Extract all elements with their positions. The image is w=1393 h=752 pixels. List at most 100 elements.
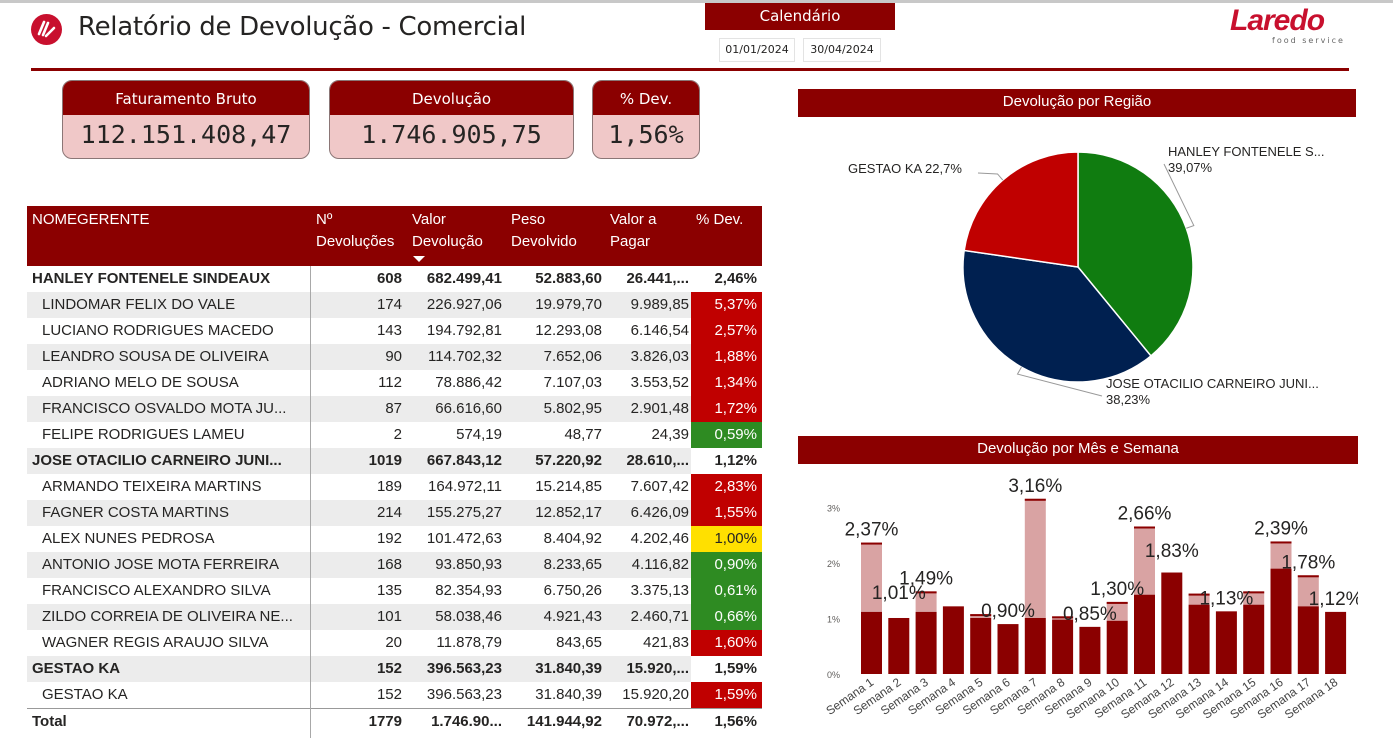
bar-chart-title: Devolução por Mês e Semana bbox=[798, 436, 1358, 464]
bar-segment-lower[interactable] bbox=[1188, 604, 1210, 674]
column-header-devolucoes[interactable]: Nº Devoluções bbox=[316, 206, 394, 253]
bar-segment-upper[interactable] bbox=[1106, 601, 1128, 621]
table-group-row[interactable]: GESTAO KA 152 396.563,23 31.840,39 15.920,..… bbox=[27, 656, 762, 682]
cell-valor-pagar: 15.920,... bbox=[626, 660, 689, 677]
date-start-input[interactable]: 01/01/2024 bbox=[719, 38, 795, 62]
table-row[interactable]: ZILDO CORREIA DE OLIVEIRA NE... 101 58.038… bbox=[27, 604, 762, 630]
page-title: Relatório de Devolução - Comercial bbox=[78, 12, 527, 42]
bar-segment-lower[interactable] bbox=[1106, 620, 1128, 674]
cell-valor-pagar: 24,39 bbox=[651, 426, 689, 443]
table-row[interactable]: FRANCISCO ALEXANDRO SILVA 135 82.354,93 6.7… bbox=[27, 578, 762, 604]
cell-pct-dev: 5,37% bbox=[691, 292, 762, 318]
cell-valor-pagar: 3.826,03 bbox=[630, 348, 689, 365]
cell-valor-devolucao: 93.850,93 bbox=[435, 556, 502, 573]
table-row[interactable]: GESTAO KA 152 396.563,23 31.840,39 15.920,20… bbox=[27, 682, 762, 708]
bar-data-label: 0,85% bbox=[1063, 604, 1117, 625]
date-end-input[interactable]: 30/04/2024 bbox=[803, 38, 881, 62]
bar-top-edge bbox=[1188, 593, 1210, 596]
bar-segment-lower[interactable] bbox=[1024, 617, 1046, 674]
bar-segment-lower[interactable] bbox=[1161, 572, 1183, 674]
y-tick-label: 3% bbox=[827, 504, 840, 514]
table-row[interactable]: FRANCISCO OSVALDO MOTA JU... 87 66.616,60 5… bbox=[27, 396, 762, 422]
bar-segment-lower[interactable] bbox=[942, 606, 964, 674]
bar-data-label: 0,90% bbox=[981, 601, 1035, 622]
table-group-row[interactable]: JOSE OTACILIO CARNEIRO JUNI... 1019 667.84… bbox=[27, 448, 762, 474]
kpi-card-devolucao: Devolução 1.746.905,75 bbox=[329, 80, 574, 159]
bar-segment-lower[interactable] bbox=[915, 611, 937, 674]
pie-slice[interactable] bbox=[962, 249, 1152, 383]
cell-valor-pagar: 26.441,... bbox=[626, 270, 689, 287]
kpi-card-faturamento: Faturamento Bruto 112.151.408,47 bbox=[62, 80, 310, 159]
table-group-row[interactable]: HANLEY FONTENELE SINDEAUX 608 682.499,41 52… bbox=[27, 266, 762, 292]
cell-valor-devolucao: 114.702,32 bbox=[428, 348, 502, 365]
column-header-pct-dev[interactable]: % Dev. bbox=[696, 211, 744, 228]
table-row[interactable]: WAGNER REGIS ARAUJO SILVA 20 11.878,79 843,… bbox=[27, 630, 762, 656]
table-row[interactable]: ANTONIO JOSE MOTA FERREIRA 168 93.850,93 8.… bbox=[27, 552, 762, 578]
cell-peso-devolvido: 141.944,92 bbox=[526, 713, 602, 730]
cell-peso-devolvido: 12.293,08 bbox=[535, 322, 602, 339]
bar-data-label: 2,66% bbox=[1118, 503, 1172, 524]
table-row[interactable]: ARMANDO TEIXEIRA MARTINS 189 164.972,11 15.… bbox=[27, 474, 762, 500]
column-header-nomegerente[interactable]: NOMEGERENTE bbox=[32, 211, 150, 228]
bar-segment-lower[interactable] bbox=[1079, 626, 1101, 674]
table-row[interactable]: LINDOMAR FELIX DO VALE 174 226.927,06 19.97… bbox=[27, 292, 762, 318]
bar-segment-lower[interactable] bbox=[1134, 594, 1155, 674]
cell-peso-devolvido: 8.404,92 bbox=[543, 530, 602, 547]
bar-segment-upper[interactable] bbox=[1188, 593, 1210, 605]
cell-valor-devolucao: 682.499,41 bbox=[426, 270, 502, 287]
bar-segment-lower[interactable] bbox=[861, 611, 882, 674]
bar-segment-upper[interactable] bbox=[1134, 526, 1155, 595]
bar-segment-lower[interactable] bbox=[997, 624, 1019, 674]
row-stripe bbox=[27, 448, 310, 474]
bar-segment-lower[interactable] bbox=[1052, 619, 1074, 674]
table-row[interactable]: FELIPE RODRIGUES LAMEU 2 574,19 48,77 24,39 0… bbox=[27, 422, 762, 448]
cell-pct-dev: 1,56% bbox=[714, 713, 757, 730]
row-stripe bbox=[310, 552, 691, 578]
kpi-label: Faturamento Bruto bbox=[63, 81, 309, 115]
bar-segment-lower[interactable] bbox=[1243, 604, 1265, 674]
cell-nomegerente: GESTAO KA bbox=[32, 660, 121, 677]
bar-segment-lower[interactable] bbox=[888, 617, 910, 674]
cell-nomegerente: LUCIANO RODRIGUES MACEDO bbox=[42, 322, 274, 339]
bar-segment-lower[interactable] bbox=[1297, 606, 1319, 674]
pie-slice[interactable] bbox=[963, 151, 1079, 268]
cell-valor-pagar: 4.116,82 bbox=[631, 556, 689, 573]
column-header-peso[interactable]: Peso Devolvido bbox=[511, 206, 577, 253]
cell-devolucoes: 101 bbox=[376, 608, 402, 625]
cell-pct-dev: 1,59% bbox=[691, 682, 762, 708]
cell-total-label: Total bbox=[32, 713, 67, 730]
cell-nomegerente: WAGNER REGIS ARAUJO SILVA bbox=[42, 634, 269, 651]
bar-segment-upper[interactable] bbox=[1297, 575, 1319, 607]
table-body: HANLEY FONTENELE SINDEAUX 608 682.499,41 52… bbox=[27, 266, 762, 732]
cell-valor-pagar: 28.610,... bbox=[626, 452, 689, 469]
cell-valor-devolucao: 82.354,93 bbox=[435, 582, 502, 599]
cell-valor-pagar: 70.972,... bbox=[626, 713, 689, 730]
bar-segment-upper[interactable] bbox=[861, 542, 882, 612]
cell-peso-devolvido: 31.840,39 bbox=[535, 686, 602, 703]
bar-segment-upper[interactable] bbox=[915, 591, 937, 612]
row-stripe bbox=[27, 656, 310, 682]
bar-segment-upper[interactable] bbox=[1270, 541, 1292, 569]
bar-segment-lower[interactable] bbox=[1215, 611, 1237, 674]
cell-valor-devolucao: 226.927,06 bbox=[426, 296, 502, 313]
table-row[interactable]: LUCIANO RODRIGUES MACEDO 143 194.792,81 12.… bbox=[27, 318, 762, 344]
bar-segment-lower[interactable] bbox=[1270, 568, 1292, 674]
cell-peso-devolvido: 4.921,43 bbox=[543, 608, 602, 625]
table-row[interactable]: FAGNER COSTA MARTINS 214 155.275,27 12.852,… bbox=[27, 500, 762, 526]
bar-segment-upper[interactable] bbox=[1024, 498, 1046, 618]
table-row[interactable]: ADRIANO MELO DE SOUSA 112 78.886,42 7.107,0… bbox=[27, 370, 762, 396]
cell-peso-devolvido: 31.840,39 bbox=[535, 660, 602, 677]
bar-segment-lower[interactable] bbox=[970, 617, 992, 674]
column-header-valor-devolucao[interactable]: Valor Devolução bbox=[412, 206, 483, 262]
cell-peso-devolvido: 843,65 bbox=[556, 634, 602, 651]
column-header-valor-pagar[interactable]: Valor a Pagar bbox=[610, 206, 656, 253]
row-stripe bbox=[310, 448, 691, 474]
sort-desc-icon[interactable] bbox=[412, 255, 426, 263]
table-row[interactable]: LEANDRO SOUSA DE OLIVEIRA 90 114.702,32 7.6… bbox=[27, 344, 762, 370]
bar-segment-upper[interactable] bbox=[1243, 591, 1265, 605]
cell-pct-dev: 0,66% bbox=[691, 604, 762, 630]
table-row[interactable]: ALEX NUNES PEDROSA 192 101.472,63 8.404,92 4… bbox=[27, 526, 762, 552]
cell-valor-devolucao: 1.746.90... bbox=[431, 713, 502, 730]
bar-segment-lower[interactable] bbox=[1325, 611, 1347, 674]
